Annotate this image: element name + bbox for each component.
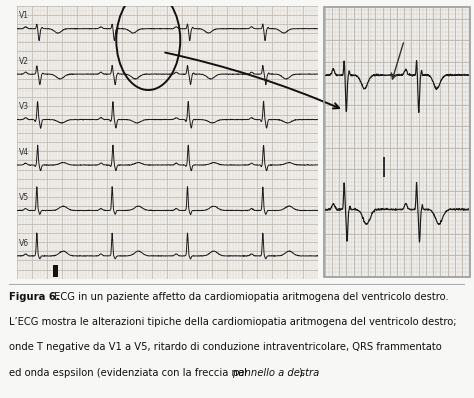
Text: L’ECG mostra le alterazioni tipiche della cardiomiopatia aritmogena del ventrico: L’ECG mostra le alterazioni tipiche dell… (9, 317, 457, 327)
Text: pannello a destra: pannello a destra (232, 368, 319, 378)
Text: V1: V1 (19, 12, 29, 20)
Bar (383, 157, 385, 177)
Text: V3: V3 (19, 102, 29, 111)
Bar (53, 265, 58, 277)
Text: V5: V5 (19, 193, 29, 202)
Text: Figura 6.: Figura 6. (9, 292, 60, 302)
Text: ed onda espsilon (evidenziata con la freccia nel: ed onda espsilon (evidenziata con la fre… (9, 368, 250, 378)
Text: ).: ). (299, 368, 306, 378)
Text: V2: V2 (19, 57, 29, 66)
Text: ECG in un paziente affetto da cardiomiopatia aritmogena del ventricolo destro.: ECG in un paziente affetto da cardiomiop… (51, 292, 449, 302)
Text: V6: V6 (19, 239, 29, 248)
Text: V4: V4 (19, 148, 29, 157)
Text: onde T negative da V1 a V5, ritardo di conduzione intraventricolare, QRS frammen: onde T negative da V1 a V5, ritardo di c… (9, 342, 442, 352)
